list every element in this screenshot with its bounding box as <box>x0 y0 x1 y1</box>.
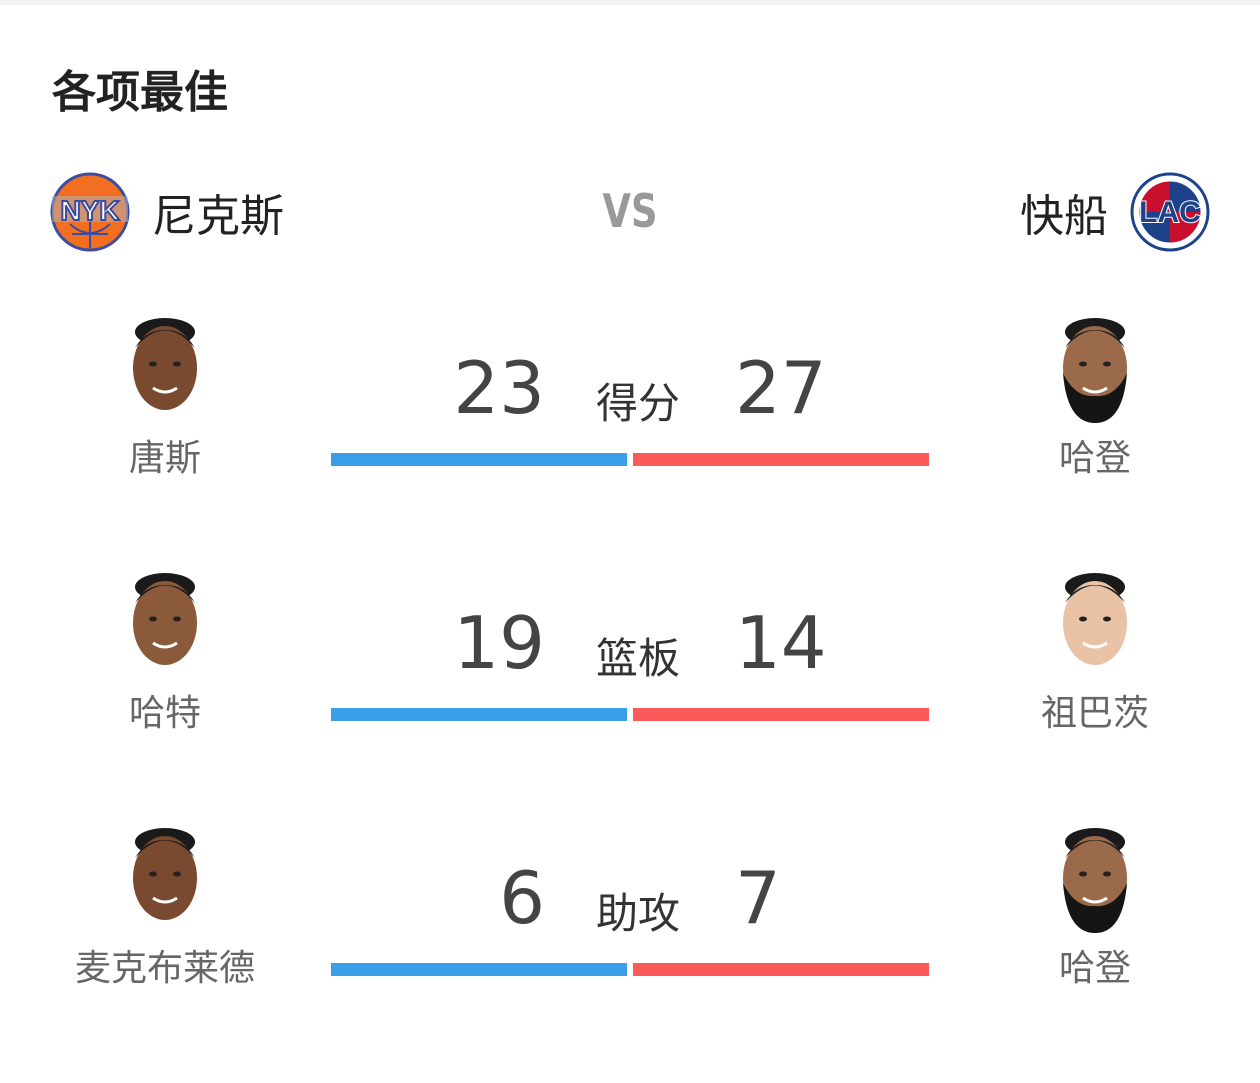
away-leader[interactable]: 哈登 <box>995 828 1195 991</box>
player-photo <box>1063 828 1127 933</box>
home-value: 23 <box>453 346 545 430</box>
away-leader[interactable]: 哈登 <box>995 318 1195 481</box>
stat-row-1: 哈特 19 篮板 14 祖巴茨 <box>0 573 1260 828</box>
away-value: 14 <box>735 601 827 685</box>
player-photo <box>1063 318 1127 423</box>
stat-row-2: 麦克布莱德 6 助攻 7 哈登 <box>0 828 1260 1083</box>
player-photo <box>133 318 197 410</box>
away-team[interactable]: 快船 LAC <box>1020 172 1210 252</box>
away-team-name: 快船 <box>1020 191 1108 242</box>
away-leader[interactable]: 祖巴茨 <box>995 573 1195 736</box>
home-bar <box>331 453 627 466</box>
vs-label: VS <box>602 184 658 238</box>
top-divider <box>0 0 1260 5</box>
home-leader[interactable]: 唐斯 <box>65 318 265 481</box>
home-bar <box>331 963 627 976</box>
home-team-name: 尼克斯 <box>152 191 284 242</box>
home-bar <box>331 708 627 721</box>
home-leader[interactable]: 哈特 <box>65 573 265 736</box>
player-name: 哈登 <box>1058 438 1131 479</box>
stat-category: 得分 <box>595 379 680 428</box>
home-team[interactable]: NYK 尼克斯 <box>50 172 284 252</box>
home-leader[interactable]: 麦克布莱德 <box>65 828 265 991</box>
player-name: 哈特 <box>128 693 201 734</box>
clippers-logo-icon: LAC <box>1130 172 1210 252</box>
home-value: 19 <box>453 601 545 685</box>
player-photo <box>133 828 197 920</box>
stat-category: 助攻 <box>595 889 680 938</box>
away-bar <box>633 708 929 721</box>
knicks-logo-icon: NYK <box>50 172 130 252</box>
player-photo <box>1063 573 1127 665</box>
home-value: 6 <box>499 856 545 940</box>
player-name: 麦克布莱德 <box>74 948 255 989</box>
section-title: 各项最佳 <box>52 67 228 118</box>
player-name: 哈登 <box>1058 948 1131 989</box>
player-photo <box>133 573 197 665</box>
player-name: 祖巴茨 <box>1040 693 1149 734</box>
svg-text:NYK: NYK <box>60 195 119 226</box>
away-value: 7 <box>735 856 781 940</box>
svg-text:LAC: LAC <box>1139 196 1201 229</box>
away-bar <box>633 963 929 976</box>
player-name: 唐斯 <box>128 438 201 479</box>
away-value: 27 <box>735 346 827 430</box>
away-bar <box>633 453 929 466</box>
stat-row-0: 唐斯 23 得分 27 哈登 <box>0 318 1260 573</box>
stat-category: 篮板 <box>595 634 680 683</box>
